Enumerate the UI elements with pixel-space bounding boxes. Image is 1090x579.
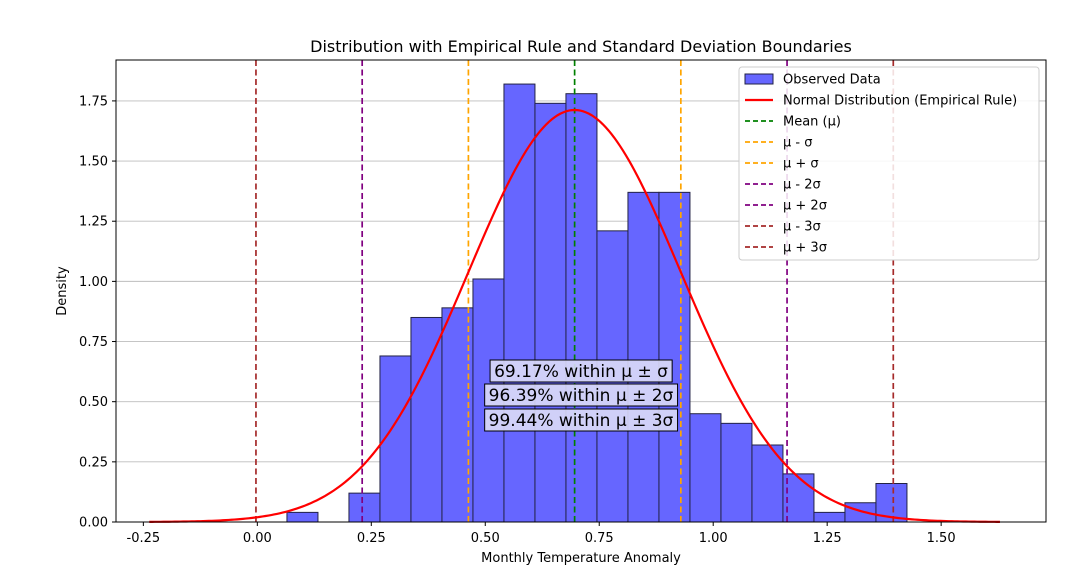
legend-label: μ - 2σ	[783, 178, 821, 193]
legend-item: Mean (μ)	[745, 115, 841, 130]
x-tick-label: 1.00	[699, 531, 728, 546]
annotation-box: 69.17% within μ ± σ	[489, 359, 673, 383]
histogram-bar	[658, 191, 691, 523]
y-tick-label: 1.25	[79, 215, 108, 230]
x-tick-label: 0.50	[471, 531, 500, 546]
y-tick-label: 0.25	[79, 455, 108, 470]
histogram-bar	[565, 93, 598, 523]
chart-title: Distribution with Empirical Rule and Sta…	[310, 37, 852, 56]
legend-item: Normal Distribution (Empirical Rule)	[745, 94, 1017, 109]
legend: Observed Data Normal Distribution (Empiri…	[738, 66, 1040, 261]
y-tick-label: 0.50	[79, 395, 108, 410]
normal-curve	[149, 108, 1000, 523]
plot-frame	[115, 59, 1047, 523]
legend-frame	[738, 66, 1040, 261]
legend-item: μ + 3σ	[745, 241, 827, 256]
x-tick-label: -0.25	[127, 531, 161, 546]
annotation-text: 96.39% within μ ± 2σ	[489, 386, 674, 406]
histogram-bar	[844, 502, 877, 523]
y-tick-label: 1.00	[79, 275, 108, 290]
annotation-text: 69.17% within μ ± σ	[494, 362, 668, 382]
legend-item: μ - 3σ	[745, 220, 821, 235]
y-axis-label: Density	[55, 266, 70, 316]
x-axis-label: Monthly Temperature Anomaly	[481, 551, 681, 566]
histogram-bar	[348, 492, 381, 523]
legend-label: μ + σ	[783, 157, 819, 172]
annotation-text: 99.44% within μ ± 3σ	[489, 411, 674, 431]
y-tick-label: 1.75	[79, 94, 108, 109]
x-axis-ticks: -0.25 0.00 0.25 0.50 0.75 1.00 1.25 1.50	[127, 522, 956, 546]
legend-label: μ - σ	[783, 136, 812, 151]
x-tick-label: 0.00	[243, 531, 272, 546]
annotation-box-bg	[489, 359, 673, 383]
legend-label: μ - 3σ	[783, 220, 821, 235]
histogram-bar	[286, 511, 319, 523]
legend-item: μ + σ	[745, 157, 819, 172]
legend-label: Normal Distribution (Empirical Rule)	[783, 94, 1017, 109]
legend-label: μ + 3σ	[783, 241, 827, 256]
legend-item: μ - σ	[745, 136, 812, 151]
annotation-box: 99.44% within μ ± 3σ	[484, 408, 679, 432]
y-tick-label: 0.75	[79, 335, 108, 350]
x-tick-label: 0.75	[585, 531, 614, 546]
histogram-bar	[627, 191, 660, 523]
histogram-bar	[534, 102, 567, 523]
legend-label: Observed Data	[783, 73, 881, 88]
histogram-bar	[689, 413, 722, 523]
legend-label: μ + 2σ	[783, 199, 827, 214]
y-tick-label: 1.50	[79, 155, 108, 170]
histogram-bar	[813, 511, 846, 523]
legend-label: Mean (μ)	[783, 115, 841, 130]
x-tick-label: 1.25	[813, 531, 842, 546]
legend-swatch	[744, 73, 774, 85]
histogram-bar	[782, 473, 815, 523]
x-tick-label: 0.25	[357, 531, 386, 546]
x-tick-label: 1.50	[927, 531, 956, 546]
legend-item: μ + 2σ	[745, 199, 827, 214]
legend-item: μ - 2σ	[745, 178, 821, 193]
annotation-box: 96.39% within μ ± 2σ	[484, 383, 679, 407]
annotation-box-bg	[484, 408, 679, 432]
empirical-rule-annotations: 69.17% within μ ± σ 96.39% within μ ± 2σ 9…	[484, 359, 679, 432]
legend-item: Observed Data	[744, 73, 881, 88]
y-axis-ticks: 0.00 0.25 0.50 0.75 1.00 1.25 1.50 1.75	[79, 94, 116, 531]
annotation-box-bg	[484, 383, 679, 407]
histogram-bar	[410, 316, 443, 523]
y-tick-label: 0.00	[79, 516, 108, 531]
histogram-bar	[503, 83, 536, 523]
histogram-bar	[720, 422, 753, 523]
